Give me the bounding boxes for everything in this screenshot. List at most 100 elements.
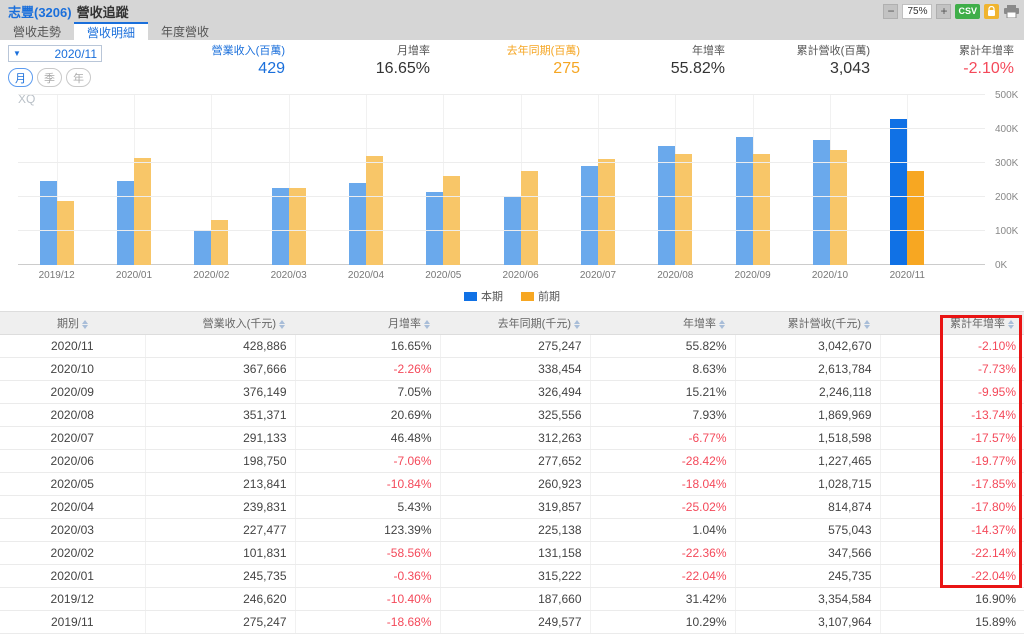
bar-current[interactable] bbox=[503, 197, 521, 265]
cell-value: 16.65% bbox=[294, 334, 440, 358]
cell-value: -0.36% bbox=[294, 564, 440, 588]
stat-5: 累計營收(百萬) 3,043 bbox=[735, 42, 880, 78]
cell-value: 15.21% bbox=[589, 380, 735, 404]
x-axis-label: 2020/04 bbox=[347, 270, 385, 281]
lock-icon[interactable] bbox=[984, 3, 999, 19]
bar-group bbox=[559, 95, 636, 265]
tab-營收走勢[interactable]: 營收走勢 bbox=[13, 24, 62, 39]
cell-value: -17.80% bbox=[879, 495, 1024, 519]
column-header-營業收入(千元)[interactable]: 營業收入(千元) bbox=[145, 311, 295, 335]
bar-current[interactable] bbox=[426, 192, 444, 265]
tab-營收明細[interactable]: 營收明細 bbox=[74, 22, 149, 40]
bar-previous[interactable] bbox=[211, 220, 229, 265]
stat-6: 累計年增率 -2.10% bbox=[880, 42, 1024, 78]
cell-value: 7.05% bbox=[294, 380, 440, 404]
cell-value: -13.74% bbox=[879, 403, 1024, 427]
cell-value: 15.89% bbox=[879, 610, 1024, 634]
bar-current[interactable] bbox=[39, 181, 57, 265]
x-axis-label: 2020/06 bbox=[502, 270, 539, 281]
table-row: 2020/11 428,886 16.65% 275,247 55.82% 3,042,6… bbox=[0, 334, 1024, 358]
bar-current[interactable] bbox=[580, 166, 598, 265]
period-dropdown[interactable]: ▼ 2020/11 bbox=[8, 45, 102, 62]
column-header-累計年增率[interactable]: 累計年增率 bbox=[880, 311, 1024, 335]
csv-export-button[interactable]: CSV bbox=[955, 3, 980, 19]
cell-value: -22.04% bbox=[589, 564, 735, 588]
print-icon[interactable] bbox=[1003, 4, 1020, 19]
bar-current[interactable] bbox=[812, 140, 830, 265]
stat-value: -2.10% bbox=[963, 60, 1014, 77]
stat-label: 累計年增率 bbox=[959, 45, 1014, 57]
cell-value: 213,841 bbox=[144, 472, 295, 496]
freq-pill-月[interactable]: 月 bbox=[8, 68, 33, 87]
x-axis-label: 2020/02 bbox=[193, 270, 230, 281]
xq-watermark: XQ bbox=[18, 92, 36, 106]
gridline-vertical bbox=[56, 95, 58, 265]
bar-previous[interactable] bbox=[56, 201, 74, 265]
table-row: 2020/06 198,750 -7.06% 277,652 -28.42% 1,227,… bbox=[0, 449, 1024, 473]
gridline-horizontal bbox=[18, 128, 985, 129]
cell-value: 55.82% bbox=[589, 334, 735, 358]
cell-value: -2.26% bbox=[294, 357, 440, 381]
cell-value: -22.14% bbox=[879, 541, 1024, 565]
bar-previous[interactable] bbox=[829, 150, 847, 265]
bar-previous[interactable] bbox=[907, 171, 925, 265]
stat-value: 3,043 bbox=[829, 60, 870, 77]
cell-value: 2,613,784 bbox=[734, 357, 880, 381]
y-axis-label: 300K bbox=[995, 158, 1019, 169]
cell-value: 277,652 bbox=[439, 449, 590, 473]
bar-current[interactable] bbox=[116, 181, 134, 265]
stat-2: 月增率 16.65% bbox=[295, 42, 440, 78]
bar-current[interactable] bbox=[348, 183, 366, 265]
sort-icon bbox=[424, 319, 430, 329]
cell-value: 1,518,598 bbox=[734, 426, 880, 450]
stat-label: 累計營收(百萬) bbox=[796, 45, 870, 57]
bar-current[interactable] bbox=[735, 137, 753, 265]
zoom-in-button[interactable]: + bbox=[936, 3, 952, 19]
bar-previous[interactable] bbox=[288, 188, 306, 265]
stat-value: 16.65% bbox=[375, 60, 430, 77]
cell-value: 260,923 bbox=[439, 472, 590, 496]
cell-value: 198,750 bbox=[144, 449, 295, 473]
cell-value: 275,247 bbox=[439, 334, 590, 358]
bar-current[interactable] bbox=[271, 188, 289, 265]
bar-previous[interactable] bbox=[365, 156, 383, 265]
cell-value: 249,577 bbox=[439, 610, 590, 634]
cell-value: 16.90% bbox=[879, 587, 1024, 611]
freq-pill-年[interactable]: 年 bbox=[66, 68, 91, 87]
table-row: 2020/10 367,666 -2.26% 338,454 8.63% 2,613,78… bbox=[0, 357, 1024, 381]
column-header-期別[interactable]: 期別 bbox=[0, 311, 145, 335]
cell-value: 1,028,715 bbox=[734, 472, 880, 496]
bar-current[interactable] bbox=[658, 146, 676, 265]
bar-group bbox=[18, 95, 95, 265]
column-header-label: 去年同期(千元) bbox=[497, 318, 571, 330]
x-axis-label: 2020/11 bbox=[889, 270, 925, 281]
bar-previous[interactable] bbox=[520, 171, 538, 265]
bar-previous[interactable] bbox=[597, 159, 615, 265]
table-row: 2020/05 213,841 -10.84% 260,923 -18.04% 1,028… bbox=[0, 472, 1024, 496]
column-header-年增率[interactable]: 年增率 bbox=[590, 311, 735, 335]
table-row: 2019/11 275,247 -18.68% 249,577 10.29% 3,107,… bbox=[0, 610, 1024, 634]
gridline-vertical bbox=[211, 95, 213, 265]
legend-swatch bbox=[521, 291, 534, 301]
bar-previous[interactable] bbox=[443, 176, 461, 265]
freq-pill-季[interactable]: 季 bbox=[37, 68, 62, 87]
x-axis-label: 2020/08 bbox=[657, 270, 694, 281]
cell-value: 239,831 bbox=[144, 495, 295, 519]
cell-value: 1,227,465 bbox=[734, 449, 880, 473]
bar-previous[interactable] bbox=[675, 154, 693, 265]
tab-年度營收[interactable]: 年度營收 bbox=[161, 24, 210, 39]
bar-current[interactable] bbox=[890, 119, 908, 265]
column-header-累計營收(千元)[interactable]: 累計營收(千元) bbox=[735, 311, 880, 335]
bar-current[interactable] bbox=[194, 230, 212, 265]
column-header-月增率[interactable]: 月增率 bbox=[295, 311, 440, 335]
bar-previous[interactable] bbox=[752, 154, 770, 265]
zoom-level-display[interactable]: 75% bbox=[902, 3, 933, 19]
stat-4: 年增率 55.82% bbox=[590, 42, 735, 78]
x-axis-label: 2020/03 bbox=[270, 270, 307, 281]
cell-value: 7.93% bbox=[589, 403, 735, 427]
cell-value: 367,666 bbox=[144, 357, 295, 381]
bar-previous[interactable] bbox=[133, 158, 151, 265]
column-header-去年同期(千元)[interactable]: 去年同期(千元) bbox=[440, 311, 590, 335]
cell-period: 2020/08 bbox=[0, 403, 145, 427]
zoom-out-button[interactable]: − bbox=[883, 3, 899, 19]
